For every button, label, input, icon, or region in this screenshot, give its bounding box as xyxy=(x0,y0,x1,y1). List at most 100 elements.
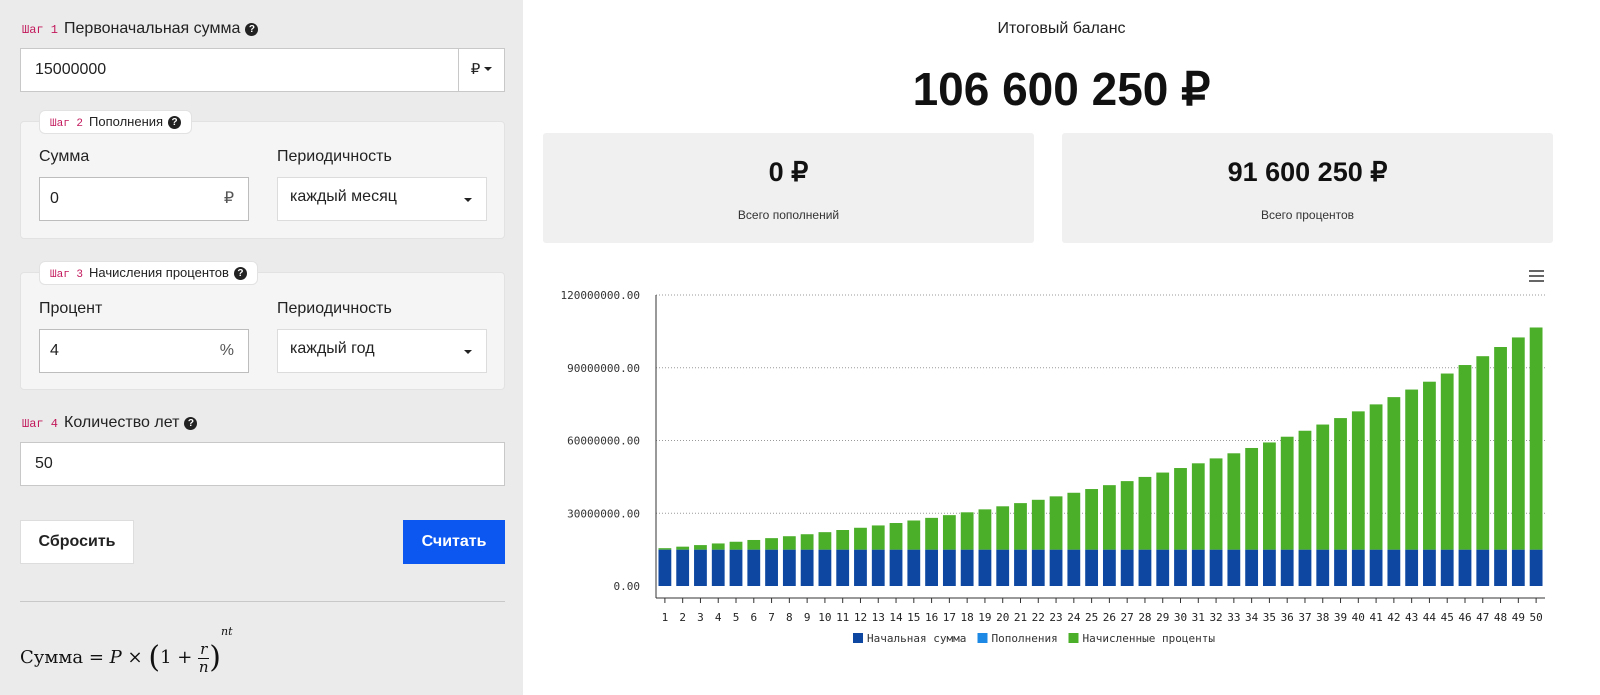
bar-segment xyxy=(1440,373,1454,550)
x-tick-label: 30 xyxy=(1174,611,1187,624)
bar-segment xyxy=(818,549,832,586)
bar-segment xyxy=(1156,472,1170,550)
deposit-period-select[interactable]: каждый месяц xyxy=(277,177,487,221)
bar-segment xyxy=(1423,549,1436,586)
formula-n: n xyxy=(198,657,209,676)
percent-input[interactable]: 4 % xyxy=(39,329,249,373)
bar-segment xyxy=(854,527,867,550)
x-tick-label: 19 xyxy=(978,611,991,624)
hamburger-menu-icon[interactable] xyxy=(1529,270,1544,285)
formula-plus: + xyxy=(177,647,193,668)
x-tick-label: 5 xyxy=(733,611,740,624)
question-circle-icon[interactable]: ? xyxy=(245,23,259,36)
x-tick-label: 23 xyxy=(1049,611,1062,624)
x-tick-label: 3 xyxy=(697,611,704,624)
bar-segment xyxy=(765,549,778,586)
step4-tag: Шаг 4 xyxy=(22,417,59,431)
x-tick-label: 33 xyxy=(1227,611,1240,624)
question-circle-icon[interactable]: ? xyxy=(233,267,247,280)
years-input[interactable]: 50 xyxy=(20,442,505,486)
x-tick-label: 40 xyxy=(1352,611,1365,624)
bar-segment xyxy=(1298,549,1312,586)
x-tick-label: 50 xyxy=(1529,611,1542,624)
deposit-amount-input[interactable]: 0 ₽ xyxy=(39,177,249,221)
bar-segment xyxy=(1494,346,1507,550)
bar-segment xyxy=(1351,411,1365,550)
bar-segment xyxy=(1263,442,1276,550)
bar-segment xyxy=(942,515,956,550)
caret-down-icon xyxy=(464,350,472,354)
currency-dropdown[interactable]: ₽ xyxy=(458,48,505,92)
x-tick-label: 13 xyxy=(872,611,885,624)
calculator-form-panel: Шаг 1 Первоначальная сумма? 15000000 ₽ Ша… xyxy=(0,0,523,695)
bar-segment xyxy=(1049,496,1063,550)
bar-segment xyxy=(1458,365,1472,550)
bar-segment xyxy=(782,549,796,586)
x-tick-label: 48 xyxy=(1494,611,1507,624)
x-tick-label: 32 xyxy=(1209,611,1222,624)
x-tick-label: 36 xyxy=(1281,611,1294,624)
question-circle-icon[interactable]: ? xyxy=(168,116,182,129)
x-tick-label: 7 xyxy=(768,611,775,624)
interest-period-select[interactable]: каждый год xyxy=(277,329,487,373)
bar-segment xyxy=(1316,424,1330,550)
ruble-suffix: ₽ xyxy=(223,190,234,207)
x-tick-label: 47 xyxy=(1476,611,1489,624)
x-tick-label: 15 xyxy=(907,611,920,624)
legend-label: Начальная сумма xyxy=(867,632,966,645)
x-tick-label: 20 xyxy=(996,611,1009,624)
bar-segment xyxy=(996,506,1010,550)
step4-header: Шаг 4 Количество лет? xyxy=(22,414,198,432)
reset-button[interactable]: Сбросить xyxy=(20,520,134,564)
y-tick-label: 30000000.00 xyxy=(567,507,640,520)
formula-paren-close: ) xyxy=(209,640,221,675)
step2-tag: Шаг 2 xyxy=(50,118,84,130)
bar-segment xyxy=(711,543,725,550)
bar-segment xyxy=(889,523,903,550)
x-tick-label: 44 xyxy=(1423,611,1437,624)
bar-segment xyxy=(1085,489,1099,550)
bar-segment xyxy=(1529,549,1543,586)
deposits-fieldset: Шаг 2 Пополнения? Сумма 0 ₽ Периодичность… xyxy=(20,110,505,239)
bar-segment xyxy=(1423,381,1436,550)
bar-segment xyxy=(1351,549,1365,586)
bar-segment xyxy=(1120,549,1134,586)
interest-card: 91 600 250 ₽ Всего процентов xyxy=(1062,133,1553,243)
x-tick-label: 6 xyxy=(750,611,757,624)
deposits-total-label: Всего пополнений xyxy=(737,208,840,222)
deposits-total-value: 0 ₽ xyxy=(768,157,809,187)
bar-segment xyxy=(818,532,832,550)
x-tick-label: 34 xyxy=(1245,611,1259,624)
question-circle-icon[interactable]: ? xyxy=(184,417,198,430)
bar-segment xyxy=(1280,549,1294,586)
balance-title: Итоговый баланс xyxy=(997,20,1126,37)
bar-segment xyxy=(1440,549,1454,586)
x-tick-label: 39 xyxy=(1334,611,1347,624)
bar-segment xyxy=(1031,549,1045,586)
interest-period-label: Периодичность xyxy=(277,300,392,317)
divider xyxy=(20,601,505,602)
bar-segment xyxy=(1120,481,1134,550)
x-tick-label: 8 xyxy=(786,611,793,624)
x-tick-label: 41 xyxy=(1369,611,1382,624)
legend-label: Начисленные проценты xyxy=(1083,632,1216,645)
initial-amount-input[interactable]: 15000000 xyxy=(20,48,459,92)
x-tick-label: 37 xyxy=(1298,611,1311,624)
formula-exponent: nt xyxy=(220,625,233,638)
compound-interest-formula: Сумма = P × (1 + r n) nt xyxy=(20,625,233,676)
bar-segment xyxy=(1369,404,1383,550)
formula-p: P xyxy=(109,647,122,668)
formula-lhs: Сумма xyxy=(20,647,84,668)
bar-segment xyxy=(1174,468,1187,550)
bar-segment xyxy=(765,538,778,550)
bar-segment xyxy=(694,549,707,586)
bar-segment xyxy=(1387,397,1401,550)
bar-segment xyxy=(1156,549,1170,586)
interest-total-label: Всего процентов xyxy=(1260,208,1355,222)
legend-swatch xyxy=(977,633,988,643)
step3-title: Начисления процентов xyxy=(89,265,229,280)
x-tick-label: 24 xyxy=(1067,611,1081,624)
calculate-button[interactable]: Считать xyxy=(403,520,505,564)
bar-segment xyxy=(1227,549,1241,586)
x-tick-label: 45 xyxy=(1441,611,1454,624)
